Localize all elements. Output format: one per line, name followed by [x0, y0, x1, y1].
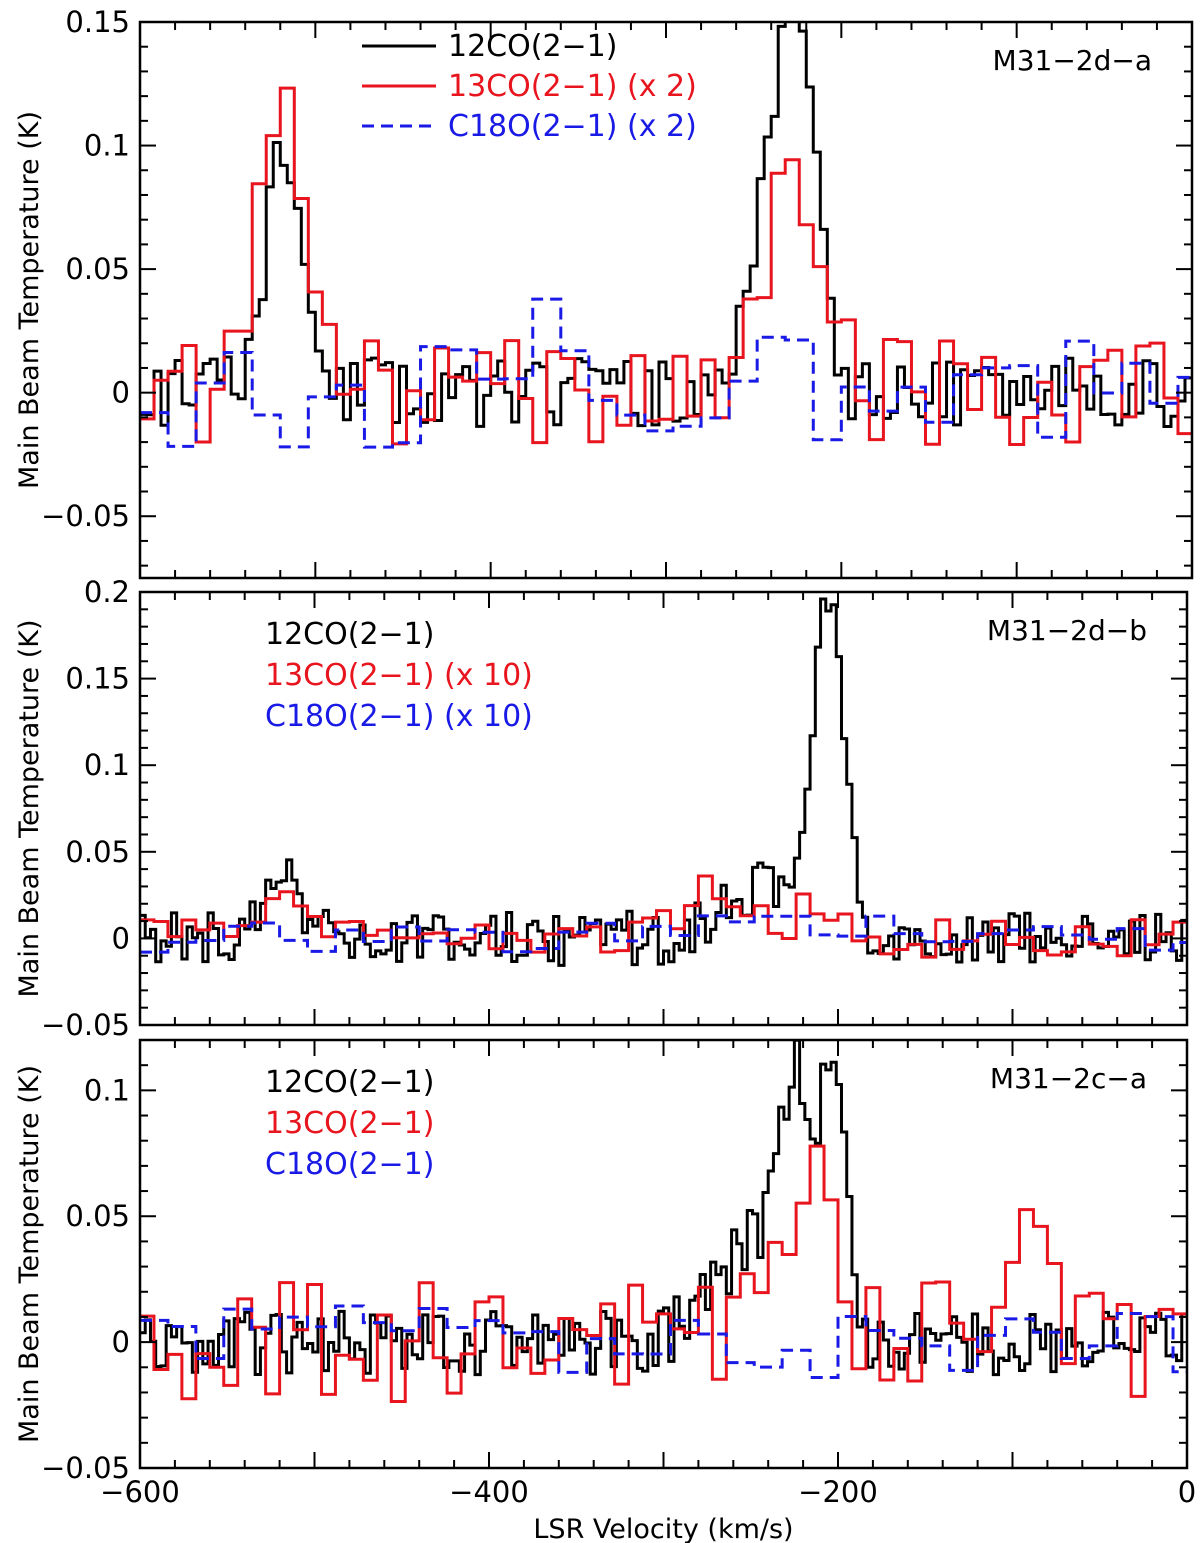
series-line-b-1	[140, 874, 1187, 959]
y-tick-label: 0	[112, 376, 130, 410]
legend-label: 12CO(2−1)	[448, 29, 617, 64]
y-tick-label: −0.05	[41, 499, 130, 533]
legend-label: 13CO(2−1) (x 10)	[265, 658, 533, 693]
y-tick-label: 0.1	[84, 748, 130, 782]
y-tick-label: −0.05	[41, 1008, 130, 1042]
y-tick-label: 0.2	[84, 575, 130, 609]
series-line-b-0	[140, 597, 1187, 967]
y-axis-label: Main Beam Temperature (K)	[14, 1065, 45, 1443]
y-tick-label: 0	[112, 1325, 130, 1359]
panel-title: M31−2d−b	[987, 614, 1147, 647]
legend-label: 12CO(2−1)	[265, 617, 434, 652]
legend-label: C18O(2−1) (x 2)	[448, 109, 697, 144]
y-axis-label: Main Beam Temperature (K)	[14, 111, 45, 489]
legend-label: 13CO(2−1) (x 2)	[448, 69, 697, 104]
y-axis-label: Main Beam Temperature (K)	[14, 620, 45, 998]
y-tick-label: −0.05	[41, 1451, 130, 1485]
y-tick-label: 0.1	[84, 129, 130, 163]
panel-a: −0.05 0 0.05 0.1 0.15 Main Beam Temperature (…	[14, 5, 1194, 580]
x-tick-label: −600	[100, 1475, 180, 1509]
x-tick-label: 0	[1178, 1475, 1196, 1509]
y-tick-label: 0.15	[65, 662, 130, 696]
x-tick-label: −200	[798, 1475, 878, 1509]
panel-title: M31−2d−a	[993, 44, 1152, 77]
series-line-a-1	[140, 86, 1192, 446]
panel-c: −0.05 0 0.05 0.1 −600 −400 −200 0 Main Beam Temp…	[14, 1038, 1196, 1543]
y-tick-label: 0.05	[65, 835, 130, 869]
series-line-a-2	[140, 297, 1192, 449]
legend-label: 12CO(2−1)	[265, 1065, 434, 1100]
panel-b: −0.05 0 0.05 0.1 0.15 0.2 Main Beam Temperatur…	[14, 575, 1189, 1042]
series-line-b-2	[140, 914, 1187, 954]
legend-label: C18O(2−1) (x 10)	[265, 699, 533, 734]
plot-frame	[138, 20, 1194, 580]
y-tick-label: 0	[112, 921, 130, 955]
y-tick-label: 0.15	[65, 5, 130, 39]
x-axis-label: LSR Velocity (km/s)	[533, 1514, 793, 1543]
y-tick-label: 0.05	[65, 1199, 130, 1233]
panel-title: M31−2c−a	[990, 1062, 1147, 1095]
x-tick-label: −400	[449, 1475, 529, 1509]
series-line-a-0	[140, 22, 1192, 428]
series-line-c-2	[140, 1304, 1187, 1380]
series-line-c-1	[140, 1144, 1187, 1404]
legend-label: C18O(2−1)	[265, 1147, 434, 1182]
y-tick-label: 0.1	[84, 1073, 130, 1107]
legend-label: 13CO(2−1)	[265, 1106, 434, 1141]
series-line-c-0	[140, 1040, 1187, 1377]
plot-frame	[138, 1038, 1189, 1470]
y-tick-label: 0.05	[65, 252, 130, 286]
